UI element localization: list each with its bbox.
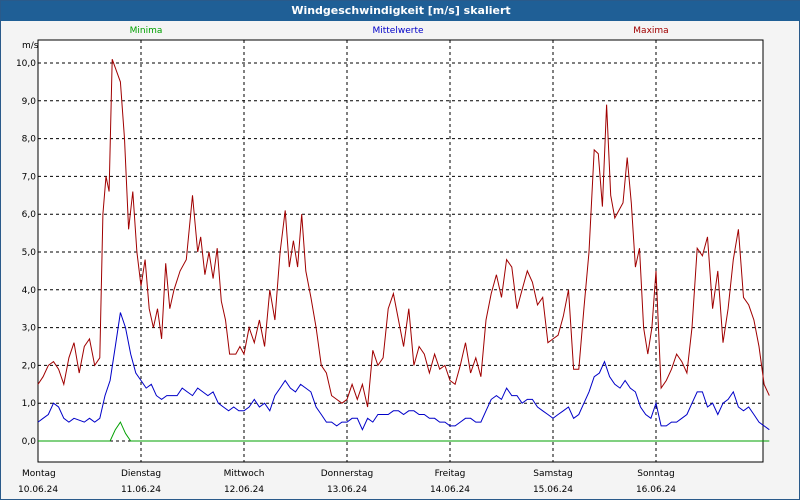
x-tick-date: 11.06.24 <box>121 485 161 495</box>
y-axis-label: m/s <box>22 41 39 51</box>
legend-maxima: Maxima <box>633 26 668 36</box>
x-tick-day: Freitag <box>435 469 466 479</box>
y-axis: 0,0 1,0 2,0 3,0 4,0 5,0 6,0 7,0 8,0 9,0 10,0 <box>16 59 36 447</box>
grid <box>38 40 763 462</box>
x-tick-day: Dienstag <box>121 469 161 479</box>
x-tick-date: 16.06.24 <box>636 485 676 495</box>
y-tick-label: 2,0 <box>22 361 37 371</box>
y-tick-label: 7,0 <box>22 172 37 182</box>
x-tick-date: 15.06.24 <box>533 485 573 495</box>
x-tick-day: Sonntag <box>637 469 674 479</box>
x-tick-date: 10.06.24 <box>18 485 58 495</box>
x-tick-date: 13.06.24 <box>327 485 367 495</box>
legend-minima: Minima <box>130 26 163 36</box>
series-lines <box>37 59 770 442</box>
series-line-maxima <box>37 59 770 408</box>
x-tick-day: Mittwoch <box>224 469 265 479</box>
y-tick-label: 9,0 <box>22 97 37 107</box>
y-tick-label: 3,0 <box>22 324 37 334</box>
x-tick-day: Donnerstag <box>321 469 374 479</box>
series-line-mittelwerte <box>37 312 770 431</box>
legend-mean: Mittelwerte <box>372 26 423 36</box>
x-tick-day: Samstag <box>533 469 572 479</box>
x-tick-date: 12.06.24 <box>224 485 264 495</box>
y-tick-label: 8,0 <box>22 135 37 145</box>
x-axis: Montag 10.06.24 Dienstag 11.06.24 Mittwoch 12… <box>18 469 676 495</box>
y-tick-label: 5,0 <box>22 248 37 258</box>
plot-area <box>37 39 764 463</box>
x-tick-day: Montag <box>22 469 56 479</box>
y-tick-label: 4,0 <box>22 286 37 296</box>
y-tick-label: 1,0 <box>22 399 37 409</box>
series-line-minima <box>38 421 770 442</box>
y-tick-label: 10,0 <box>16 59 36 69</box>
window-title: Windgeschwindigkeit [m/s] skaliert <box>1 1 800 21</box>
y-tick-label: 6,0 <box>22 210 37 220</box>
y-tick-label: 0,0 <box>22 437 37 447</box>
x-tick-date: 14.06.24 <box>430 485 470 495</box>
